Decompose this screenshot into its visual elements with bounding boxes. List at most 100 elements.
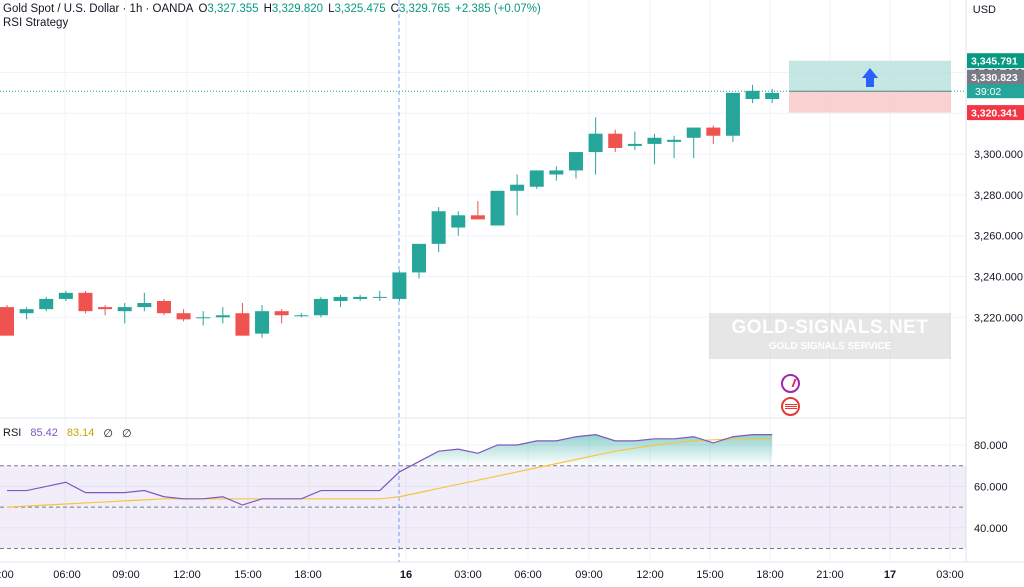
high-value: 3,329.820 <box>271 3 324 15</box>
rsi-legend-flag2: ∅ <box>122 428 132 440</box>
candle-body <box>451 215 466 228</box>
stop-price-badge: 3,320.341 <box>971 108 1018 120</box>
candle-body <box>98 307 113 310</box>
candle-body <box>294 315 309 317</box>
high-label: H <box>263 3 272 15</box>
lightning-event-icon[interactable] <box>781 374 800 393</box>
candle-body <box>392 272 407 299</box>
candle-body <box>647 137 662 144</box>
countdown-badge-bg <box>967 84 1024 99</box>
candle-body <box>667 139 682 142</box>
candle-body <box>39 298 54 310</box>
rsi-legend-name: RSI <box>3 427 22 439</box>
candle-body <box>255 311 270 334</box>
target-price-badge: 3,345.791 <box>971 56 1018 68</box>
price-axis-tick: 3,240.000 <box>974 272 1023 284</box>
candle-body <box>156 300 171 314</box>
change-value: +2.385 (+0.07%) <box>455 3 541 15</box>
rsi-ma-legend-value: 83.14 <box>66 427 95 439</box>
candle-body <box>117 307 132 312</box>
candle-body <box>627 143 642 146</box>
rsi-axis-tick: 80.000 <box>974 440 1008 452</box>
rsi-legend-value: 85.42 <box>30 427 58 439</box>
currency-label[interactable]: USD <box>972 4 996 16</box>
symbol-title[interactable]: Gold Spot / U.S. Dollar · 1h · OANDA <box>3 3 194 15</box>
long-arrow-icon <box>862 68 878 87</box>
candle-body <box>686 127 701 138</box>
candle-body <box>510 184 525 191</box>
candle-body <box>196 317 211 319</box>
close-label: C <box>390 3 399 15</box>
strategy-name[interactable]: RSI Strategy <box>3 17 69 29</box>
current-price-badge-bg <box>967 69 1024 85</box>
rsi-axis-tick: 40.000 <box>974 523 1008 535</box>
target-price-badge-bg <box>967 53 1024 69</box>
candle-body <box>431 211 446 244</box>
time-axis-tick: 16 <box>400 569 412 581</box>
candle-body <box>0 307 14 336</box>
watermark-banner: GOLD-SIGNALS.NET GOLD SIGNALS SERVICE <box>709 313 951 359</box>
candle-body <box>490 190 505 226</box>
stop-zone <box>789 91 951 113</box>
rsi-line <box>7 434 773 506</box>
rsi-ma-line <box>6 437 773 508</box>
time-axis-tick: 03:00 <box>454 569 482 581</box>
open-label: O <box>198 3 208 15</box>
price-axis-tick: 3,260.000 <box>974 231 1023 243</box>
candle-body <box>588 133 603 153</box>
candle-body <box>19 309 34 314</box>
us-flag-event-icon[interactable] <box>781 397 800 416</box>
candle-body <box>412 243 427 273</box>
candle-body <box>725 92 740 136</box>
rsi-legend-flag1: ∅ <box>103 428 113 440</box>
candle-body <box>274 311 289 316</box>
time-axis-tick: 17 <box>884 569 896 581</box>
time-axis-tick: 09:00 <box>112 569 140 581</box>
low-label: L <box>328 3 335 15</box>
candle-body <box>608 133 623 148</box>
candle-body <box>529 170 544 187</box>
price-axis-tick: 3,280.000 <box>974 190 1023 202</box>
time-axis-tick: 06:00 <box>514 569 542 581</box>
price-axis-tick: 3,300.000 <box>974 149 1023 161</box>
time-axis-tick: 18:00 <box>294 569 322 581</box>
time-axis-tick: 18:00 <box>756 569 784 581</box>
time-axis-tick: 03:00 <box>936 569 964 581</box>
watermark-title: GOLD-SIGNALS.NET <box>731 317 929 338</box>
time-axis-tick: 21:00 <box>816 569 844 581</box>
time-axis-tick: 03:00 <box>0 569 14 581</box>
candle-body <box>549 170 564 175</box>
candle-body <box>353 296 368 299</box>
symbol-header: Gold Spot / U.S. Dollar · 1h · OANDA O3,… <box>3 3 541 15</box>
countdown-badge: 39:02 <box>975 86 1001 98</box>
candle-body <box>706 127 721 136</box>
candle-body <box>313 298 328 316</box>
time-axis-tick: 06:00 <box>53 569 81 581</box>
candle-body <box>235 313 250 336</box>
close-value: 3,329.765 <box>398 3 451 15</box>
watermark-subtitle: GOLD SIGNALS SERVICE <box>768 341 892 352</box>
rsi-axis-tick: 60.000 <box>974 481 1008 493</box>
candle-body <box>176 313 191 320</box>
candle-body <box>333 296 348 301</box>
candle-body <box>372 296 387 298</box>
time-axis-tick: 12:00 <box>636 569 664 581</box>
price-axis-tick: 3,220.000 <box>974 312 1023 324</box>
candle-body <box>745 90 760 100</box>
rsi-legend[interactable]: RSI 85.42 83.14 ∅ ∅ <box>3 427 132 440</box>
candle-body <box>568 152 583 171</box>
time-axis-tick: 12:00 <box>173 569 201 581</box>
candle-body <box>215 315 230 318</box>
current-price-badge: 3,330.823 <box>971 72 1018 84</box>
candle-body <box>58 292 73 299</box>
candle-body <box>470 215 485 220</box>
candle-body <box>765 92 780 100</box>
candle-body <box>78 292 93 312</box>
stop-price-badge-bg <box>967 105 1024 121</box>
low-value: 3,325.475 <box>334 3 386 15</box>
time-axis-tick: 15:00 <box>696 569 724 581</box>
time-axis-tick: 09:00 <box>575 569 603 581</box>
open-value: 3,327.355 <box>207 3 259 15</box>
